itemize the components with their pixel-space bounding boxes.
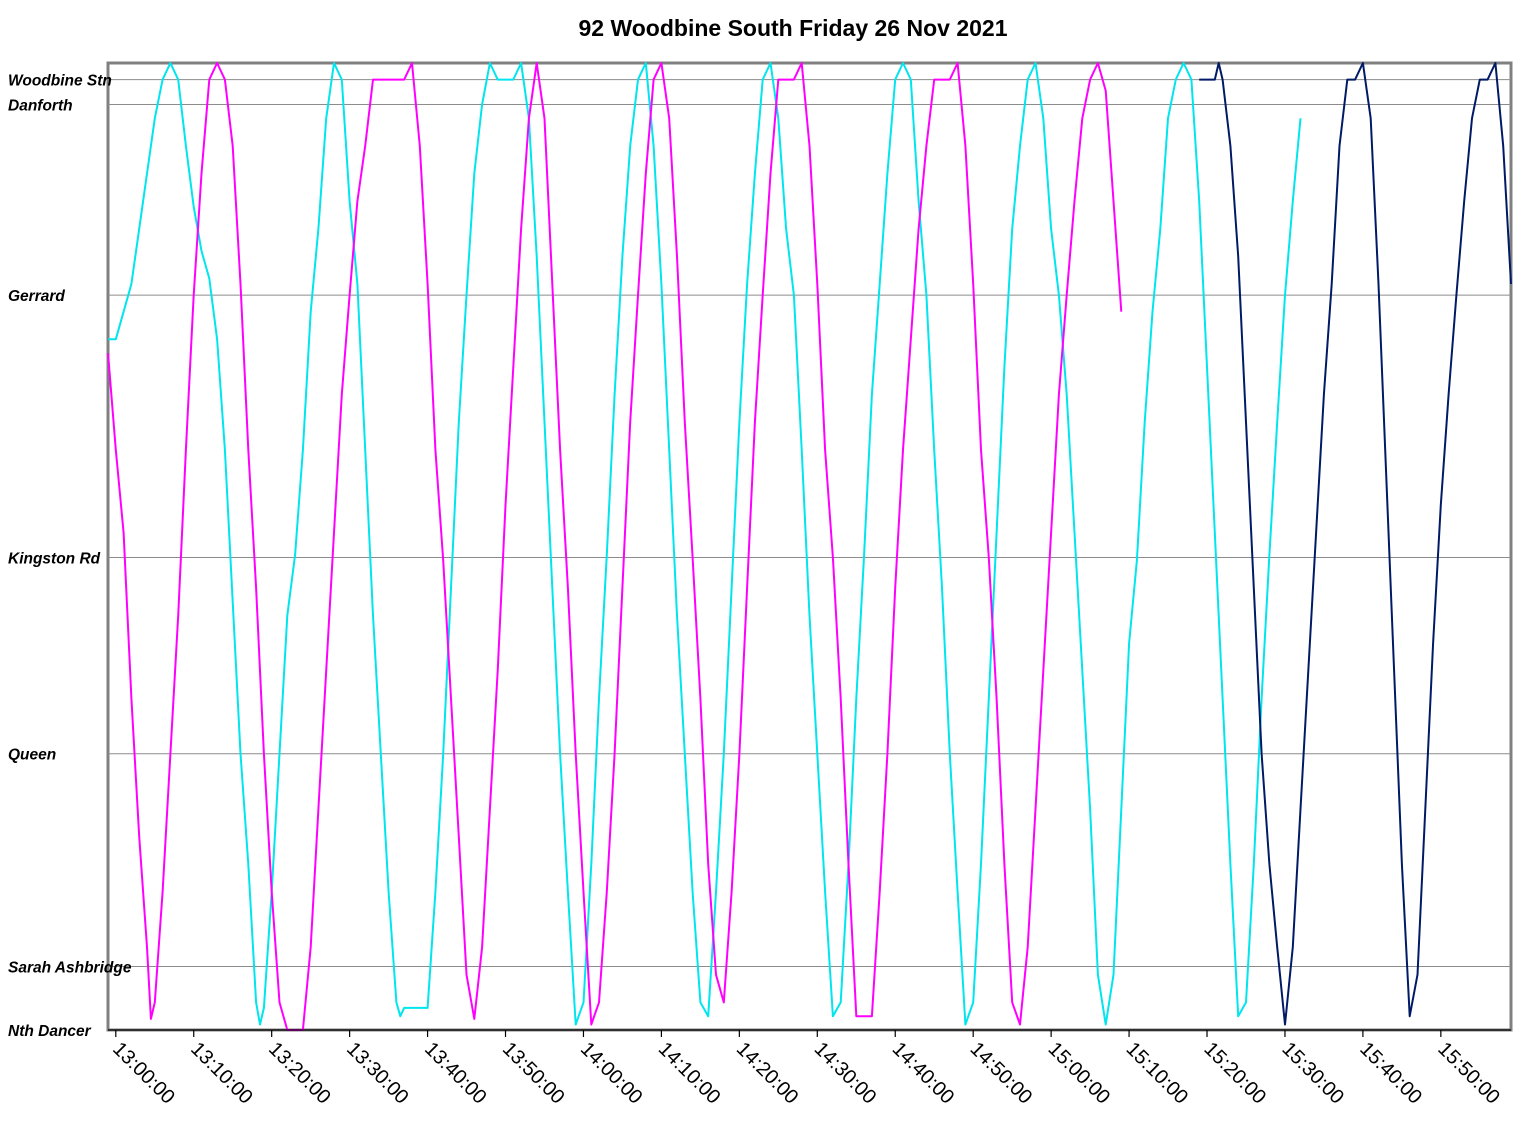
plot-area (106, 61, 1513, 1032)
x-tick-label: 15:20:00 (1199, 1038, 1270, 1109)
chart-title: 92 Woodbine South Friday 26 Nov 2021 (578, 15, 1007, 41)
stop-label-sarah-ashbridge: Sarah Ashbridge (8, 959, 132, 976)
x-tick-label: 15:00:00 (1044, 1038, 1115, 1109)
stop-label-danforth: Danforth (8, 97, 73, 114)
series-line-1 (108, 62, 1302, 1026)
x-tick-label: 13:30:00 (342, 1038, 413, 1109)
x-tick-label: 15:50:00 (1433, 1038, 1504, 1109)
stop-label-queen: Queen (8, 747, 56, 764)
series-lines (107, 62, 1512, 1031)
x-tick-label: 14:10:00 (654, 1038, 725, 1109)
x-tick-label: 13:20:00 (264, 1038, 335, 1109)
series-line-3 (1199, 62, 1512, 1026)
x-tick-label: 14:00:00 (576, 1038, 647, 1109)
stop-label-kingston-rd: Kingston Rd (8, 551, 101, 568)
x-tick-label: 14:40:00 (888, 1038, 959, 1109)
x-tick-label: 15:30:00 (1277, 1038, 1348, 1109)
x-tick-label: 13:00:00 (108, 1038, 179, 1109)
stop-label-nth-dancer: Nth Dancer (8, 1023, 92, 1040)
x-tick-label: 14:30:00 (810, 1038, 881, 1109)
x-tick-label: 13:40:00 (420, 1038, 491, 1109)
stop-labels: Woodbine Stn Danforth Gerrard Kingston Rd Qu… (8, 73, 132, 1040)
series-line-2 (107, 62, 1123, 1031)
x-tick-label: 14:50:00 (966, 1038, 1037, 1109)
x-tick-label: 15:10:00 (1122, 1038, 1193, 1109)
x-tick-label: 13:10:00 (186, 1038, 257, 1109)
x-tick-label: 13:50:00 (498, 1038, 569, 1109)
x-tick-label: 15:40:00 (1355, 1038, 1426, 1109)
stop-label-woodbine-stn: Woodbine Stn (8, 73, 112, 90)
stop-label-gerrard: Gerrard (8, 288, 65, 305)
x-axis: 13:00:00 13:10:00 13:20:00 13:30:00 13:40:00… (108, 1029, 1511, 1109)
x-tick-label: 14:20:00 (732, 1038, 803, 1109)
